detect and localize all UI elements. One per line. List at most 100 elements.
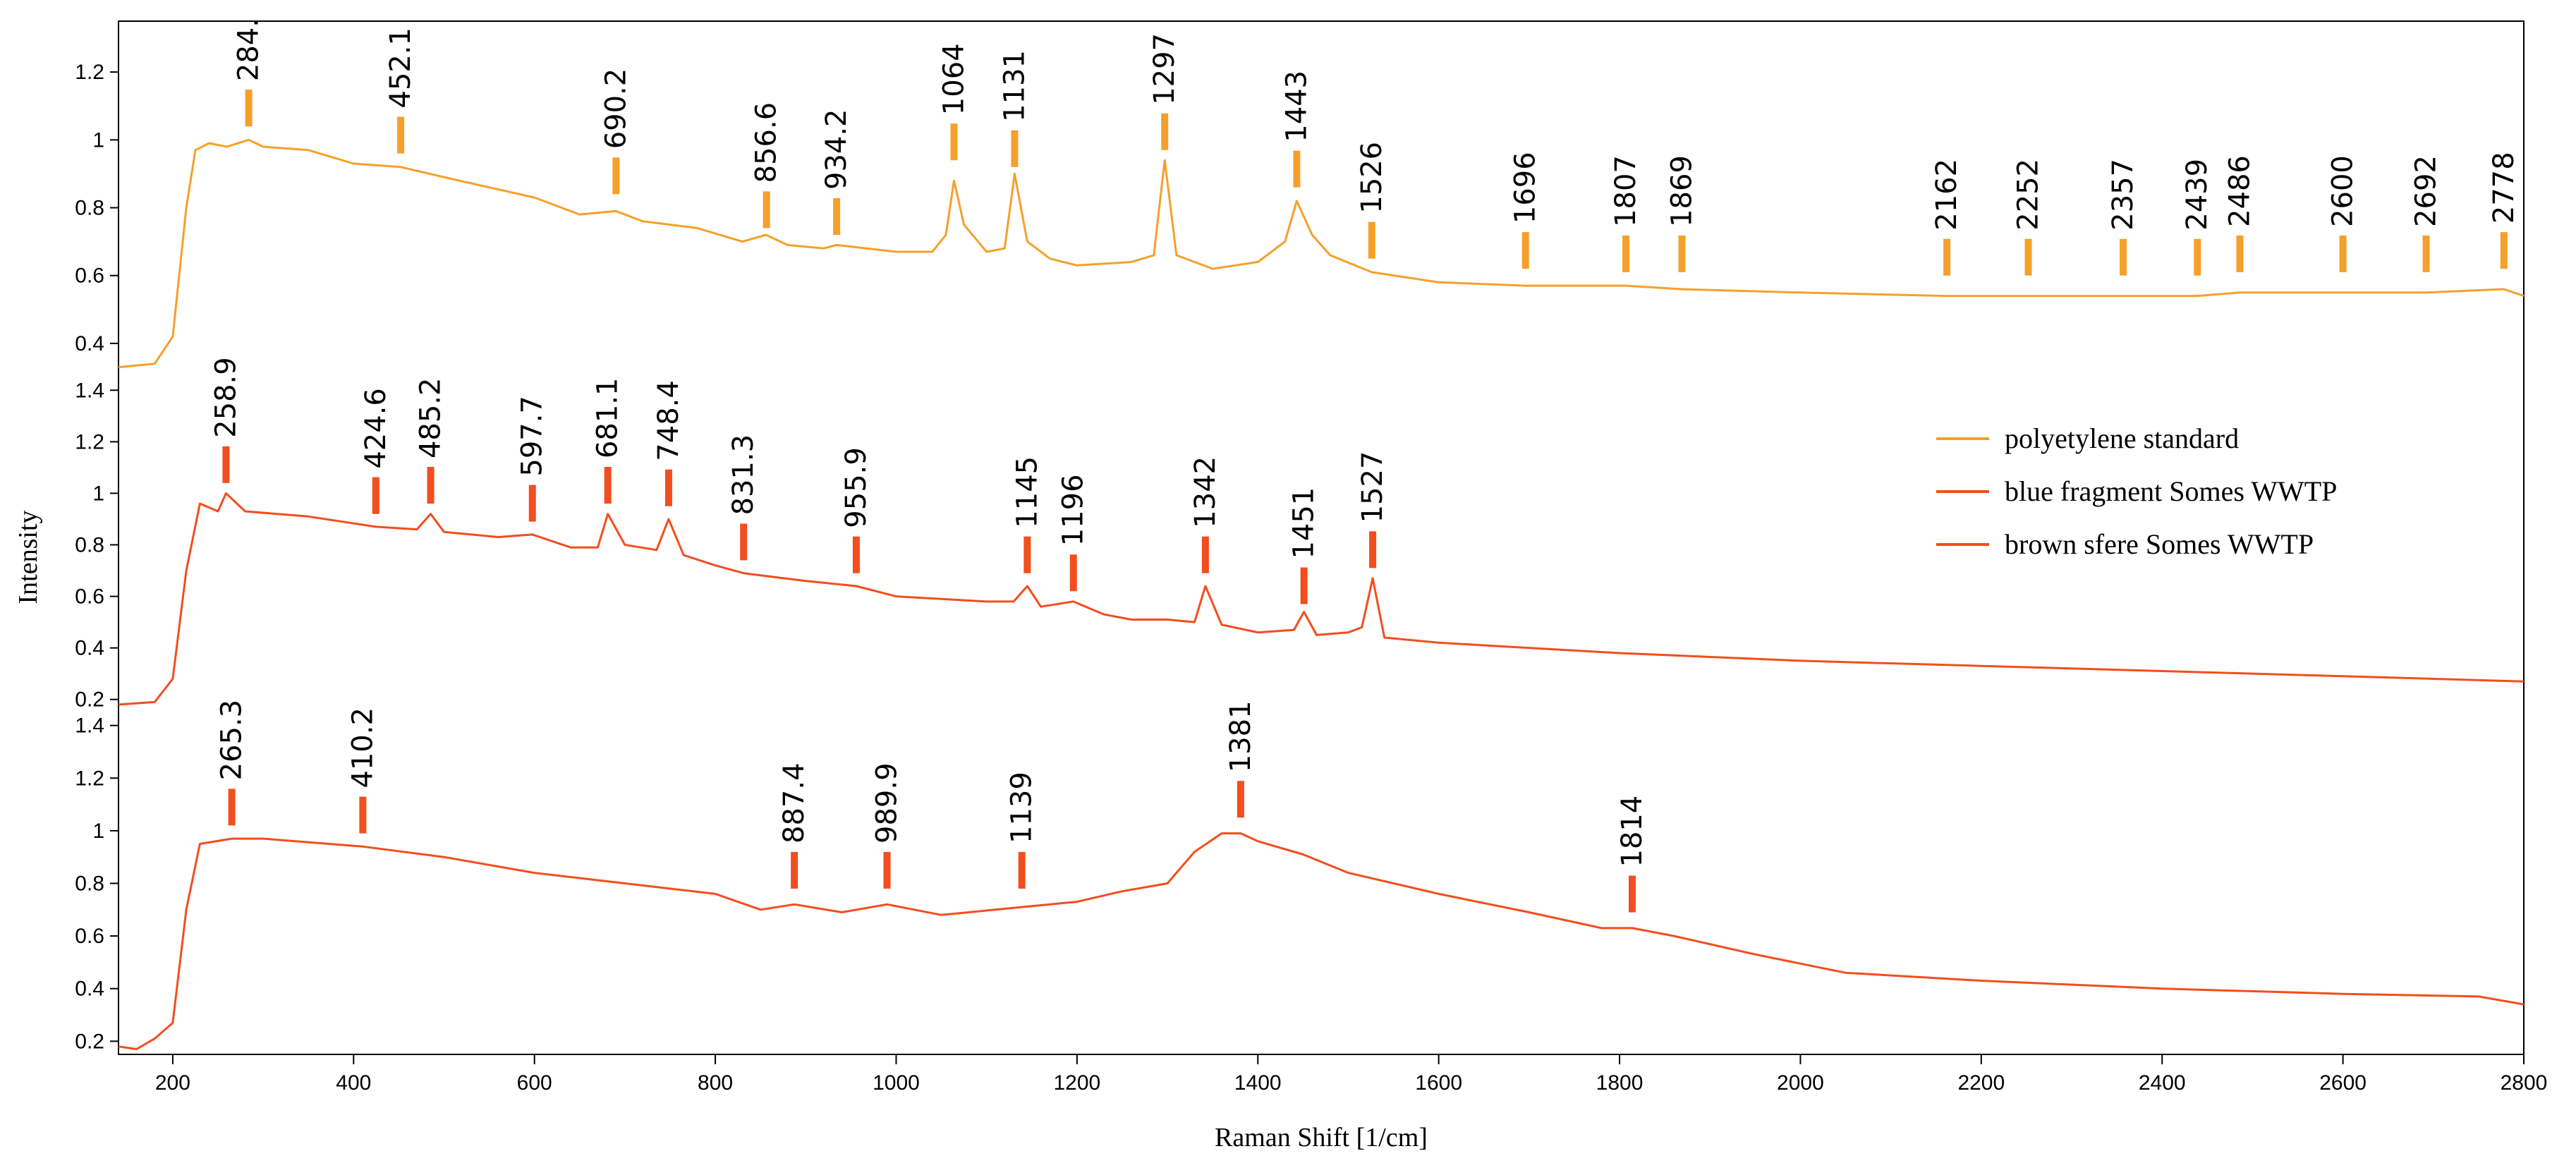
peak-label: 831.3	[727, 434, 760, 516]
y-tick-label: 0.4	[75, 978, 104, 1001]
peak-marker	[1678, 235, 1686, 272]
peak-label: 597.7	[516, 396, 549, 477]
x-tick-label: 600	[517, 1071, 552, 1095]
x-tick-label: 1600	[1415, 1071, 1462, 1095]
peak-marker	[2236, 235, 2244, 272]
peak-label: 1139	[1006, 772, 1038, 844]
peak-marker	[852, 536, 860, 573]
y-tick-label: 1.4	[75, 379, 104, 402]
peak-label: 989.9	[871, 762, 904, 844]
y-axes: 0.40.60.811.20.20.40.60.811.21.40.20.40.…	[75, 61, 119, 1053]
y-tick-label: 0.6	[75, 264, 104, 288]
peak-marker	[1368, 221, 1375, 259]
peak-marker	[1018, 851, 1026, 889]
peak-marker	[791, 851, 798, 889]
peak-marker	[1023, 536, 1031, 573]
peak-label: 1807	[1610, 155, 1642, 227]
peak-marker	[2120, 238, 2127, 276]
peak-label: 1381	[1225, 700, 1257, 772]
peak-label: 1145	[1011, 456, 1043, 528]
peak-marker	[1943, 238, 1951, 276]
peak-marker	[740, 523, 748, 561]
peak-marker	[1300, 567, 1308, 604]
peak-marker	[1369, 531, 1377, 568]
peak-marker	[222, 446, 230, 483]
y-tick-label: 0.2	[75, 688, 104, 712]
y-tick-label: 0.4	[75, 637, 104, 660]
x-tick-label: 800	[698, 1071, 733, 1095]
y-tick-label: 0.8	[75, 197, 104, 220]
panel-1	[118, 138, 2525, 369]
peak-label: 1297	[1148, 33, 1181, 105]
y-tick-label: 0.8	[75, 872, 104, 896]
series-layer	[118, 138, 2525, 1050]
peak-label: 284.	[233, 18, 265, 81]
peak-label: 485.2	[415, 378, 447, 459]
peak-marker	[883, 851, 891, 889]
peak-marker	[1161, 113, 1169, 150]
peak-marker	[359, 796, 367, 834]
peak-marker	[763, 191, 770, 229]
peak-label: 2600	[2327, 155, 2359, 227]
peak-marker	[1237, 781, 1244, 818]
legend: polyetylene standard blue fragment Somes …	[1936, 422, 2337, 560]
y-axis-title: Intensity	[13, 511, 43, 604]
peak-marker	[245, 90, 253, 127]
plot-frame	[118, 20, 2525, 1055]
peak-label: 934.2	[820, 109, 853, 190]
peak-label: 2778	[2488, 152, 2520, 224]
peak-label: 424.6	[360, 388, 392, 469]
peak-marker	[427, 467, 435, 504]
y-tick-label: 0.6	[75, 585, 104, 609]
peak-label: 2692	[2410, 155, 2443, 227]
peak-label: 2357	[2107, 159, 2139, 231]
peak-label: 1064	[938, 43, 971, 115]
legend-label: blue fragment Somes WWTP	[2005, 475, 2337, 507]
peak-label: 1814	[1616, 796, 1648, 867]
panel-2	[118, 492, 2525, 706]
peak-label: 1451	[1288, 487, 1320, 559]
peak-marker	[2339, 235, 2347, 272]
peak-label: 1342	[1189, 456, 1222, 528]
peak-marker	[2500, 232, 2508, 269]
x-tick-label: 2400	[2139, 1071, 2186, 1095]
peak-label: 2162	[1931, 159, 1963, 231]
peak-label: 2486	[2223, 155, 2256, 227]
y-tick-label: 1	[92, 482, 104, 505]
peak-marker	[397, 116, 405, 154]
x-tick-label: 2600	[2319, 1071, 2367, 1095]
legend-label: polyetylene standard	[2005, 422, 2239, 454]
x-axis: 200 400 600 800 1000 1200 1400 1600 1800 2000 2200…	[155, 1054, 2547, 1095]
peak-marker	[1521, 232, 1529, 269]
spectrum-line	[118, 138, 2525, 369]
x-tick-label: 400	[336, 1071, 371, 1095]
peak-label: 1869	[1666, 155, 1699, 227]
peak-marker	[2194, 238, 2201, 276]
spectrum-line	[118, 492, 2525, 706]
x-axis-title: Raman Shift [1/cm]	[1215, 1123, 1428, 1152]
peak-label: 2439	[2181, 159, 2213, 231]
peak-annotations: 284. 452.1 690.2 856.6 934.2 1064 1131 1297 1443…	[209, 18, 2520, 913]
peak-label: 887.4	[778, 762, 810, 844]
legend-label: brown sfere Somes WWTP	[2005, 528, 2314, 560]
y-tick-label: 1.2	[75, 430, 104, 453]
peak-marker	[833, 198, 841, 235]
peak-marker	[1201, 536, 1209, 573]
peak-label: 690.2	[600, 68, 632, 150]
peak-label: 265.3	[216, 700, 248, 781]
y-tick-label: 1	[92, 820, 104, 843]
peak-label: 452.1	[384, 28, 417, 109]
y-tick-label: 1.2	[75, 61, 104, 84]
peak-label: 410.2	[346, 707, 379, 789]
peak-label: 1443	[1280, 71, 1313, 142]
peak-label: 1131	[998, 50, 1031, 122]
peak-label: 1526	[1356, 142, 1388, 214]
peak-marker	[2422, 235, 2430, 272]
peak-label: 1696	[1509, 152, 1542, 224]
peak-label: 856.6	[751, 102, 783, 183]
y-tick-label: 1.2	[75, 767, 104, 790]
x-tick-label: 2800	[2501, 1071, 2548, 1095]
y-tick-label: 1.4	[75, 714, 104, 738]
peak-marker	[372, 477, 379, 514]
